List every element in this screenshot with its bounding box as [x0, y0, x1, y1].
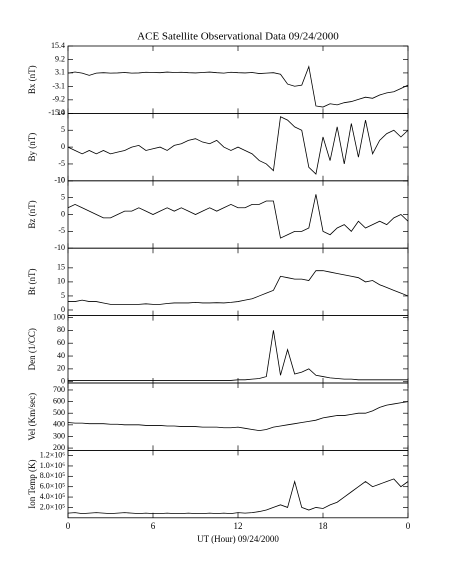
y-tick-label: 80 [57, 325, 65, 334]
panel-frame [67, 45, 409, 114]
y-tick-label: 700 [53, 385, 65, 394]
y-tick-label: -5 [58, 226, 65, 235]
y-tick-label: 10 [57, 108, 65, 117]
data-line [68, 330, 408, 381]
y-axis-title: Ion Temp (K) [27, 459, 37, 508]
y-tick-label: 200 [53, 443, 65, 452]
x-axis-title: UT (Hour) 09/24/2000 [197, 534, 279, 544]
y-tick-label: 0 [61, 377, 65, 386]
y-tick-label: -3.1 [52, 81, 65, 90]
y-tick-label: -10 [54, 176, 65, 185]
data-line [67, 478, 409, 515]
y-axis-title: Bx (nT) [27, 65, 37, 94]
y-tick-label: 1.0×10⁶ [40, 461, 66, 470]
data-line [68, 270, 409, 305]
y-tick-label: 2.0×10⁵ [40, 502, 66, 511]
data-line [67, 194, 409, 239]
y-tick-label: 6.0×10⁵ [40, 482, 66, 491]
y-tick-label: 100 [53, 312, 65, 321]
y-tick-label: 5 [61, 125, 65, 134]
y-tick-label: 600 [53, 396, 65, 405]
y-tick-label: 400 [53, 420, 65, 429]
x-tick-label: 12 [234, 521, 243, 531]
y-tick-label: -5 [58, 159, 65, 168]
y-tick-label: 8.0×10⁵ [40, 471, 66, 480]
x-tick-label: 18 [319, 521, 329, 531]
y-tick-label: -9.2 [52, 95, 65, 104]
data-line [67, 65, 409, 108]
panel-frame [67, 315, 409, 384]
y-tick-label: 500 [53, 408, 65, 417]
y-axis-title: Bt (nT) [27, 269, 37, 296]
chart-title: ACE Satellite Observational Data 09/24/2… [137, 31, 339, 43]
y-tick-label: 3.1 [55, 68, 65, 77]
y-axis-title: By (nT) [27, 133, 37, 162]
y-axis-title: Bz (nT) [27, 200, 37, 228]
panel-frame [67, 247, 409, 316]
y-tick-label: 0 [61, 209, 65, 218]
y-tick-label: 4.0×10⁵ [40, 492, 66, 501]
y-tick-label: 5 [61, 291, 65, 300]
y-tick-label: 60 [57, 338, 65, 347]
y-tick-label: 9.2 [55, 54, 65, 63]
panel-frame [67, 180, 409, 249]
data-line [67, 116, 409, 175]
y-tick-label: 15 [57, 263, 65, 272]
y-tick-label: 15.4 [51, 41, 65, 50]
y-axis-title: Vel (Km/sec) [27, 393, 37, 441]
y-tick-label: -15.4 [48, 108, 65, 117]
y-tick-label: 20 [57, 364, 65, 373]
y-axis-title: Den (1/CC) [27, 328, 37, 370]
y-tick-label: 0 [61, 305, 65, 314]
y-tick-label: -10 [54, 243, 65, 252]
panel-frame [67, 382, 409, 451]
y-tick-label: 10 [57, 176, 65, 185]
y-tick-label: 40 [57, 351, 65, 360]
data-line [67, 401, 409, 432]
y-tick-label: 5 [61, 192, 65, 201]
x-tick-label: 0 [66, 521, 71, 531]
x-tick-label: 0 [406, 521, 411, 531]
panel-frame [67, 449, 409, 519]
y-tick-label: 10 [57, 277, 65, 286]
y-tick-label: 300 [53, 431, 65, 440]
y-tick-label: 0 [61, 142, 65, 151]
y-tick-label: 1.2×10⁶ [40, 450, 66, 459]
x-tick-label: 6 [151, 521, 156, 531]
